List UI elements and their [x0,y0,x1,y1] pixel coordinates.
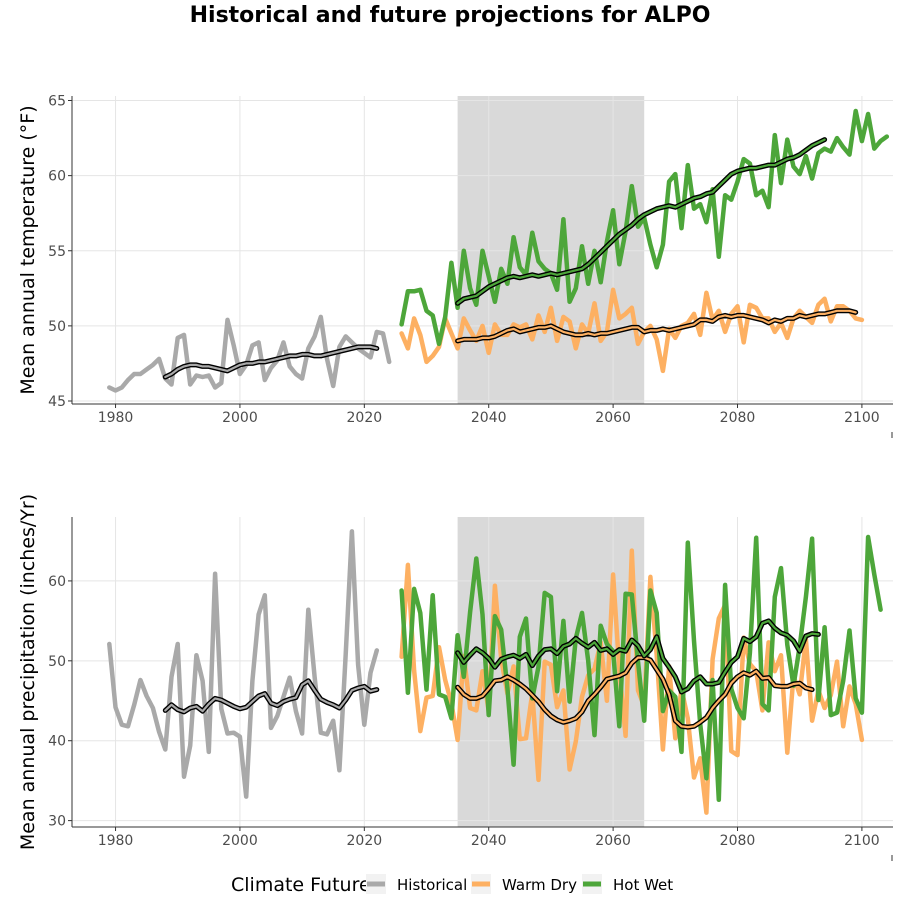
series-line-historical [107,314,392,393]
y-tick-label: 30 [48,814,66,830]
y-tick-label: 65 [48,94,66,110]
smooth-line-hot-wet [456,619,820,694]
x-tick-label: 2020 [347,833,383,849]
smooth-line-warm-dry [456,656,814,729]
x-tick-label: 2100 [844,410,880,426]
y-tick-label: 50 [48,319,66,335]
series-line-warm-dry [399,287,865,374]
x-tick-label: 2100 [844,833,880,849]
temperature-panel: 45 50 55 60 65 1980 2000 2020 2040 2060 2080 2100 Me… [17,94,893,438]
y-axis-label: Mean annual temperature (°F) [17,105,39,394]
series-line-historical [107,529,380,799]
y-tick-label: 40 [48,734,66,750]
legend-label-hot-wet: Hot Wet [613,876,673,894]
x-tick-label: 2000 [222,833,258,849]
y-tick-label: 55 [48,244,66,260]
legend-label-historical: Historical [397,876,467,894]
legend-title: Climate Future [231,874,371,896]
x-tick-label: 2060 [595,410,631,426]
legend-label-warm-dry: Warm Dry [502,876,577,894]
legend-item-warm-dry: Warm Dry [471,874,577,894]
legend-item-hot-wet: Hot Wet [582,874,673,894]
precipitation-panel: 30 40 50 60 1980 2000 2020 2040 2060 2080 2100 Mean… [17,494,893,861]
smooth-line-hot-wet [456,138,826,305]
series-line-hot-wet [399,534,883,803]
x-tick-label: 2020 [347,410,383,426]
smooth-line-warm-dry [456,309,857,342]
x-tick-label: 2060 [595,833,631,849]
smooth-line-historical [164,345,378,379]
chart-title: Historical and future projections for AL… [190,3,711,28]
x-tick-label: 2080 [720,410,756,426]
x-tick-label: 2040 [471,833,507,849]
legend: Climate Future Historical Warm Dry Hot W… [231,874,673,896]
y-tick-label: 50 [48,654,66,670]
x-tick-label: 2000 [222,410,258,426]
x-tick-label: 2040 [471,410,507,426]
smooth-line-historical [164,679,378,714]
x-tick-label: 1980 [98,833,134,849]
x-tick-label: 1980 [98,410,134,426]
y-tick-label: 60 [48,574,66,590]
y-axis-label: Mean annual precipitation (inches/Yr) [17,494,39,850]
y-tick-label: 60 [48,169,66,185]
legend-item-historical: Historical [366,874,467,894]
x-tick-label: 2080 [720,833,756,849]
y-tick-label: 45 [48,394,66,410]
